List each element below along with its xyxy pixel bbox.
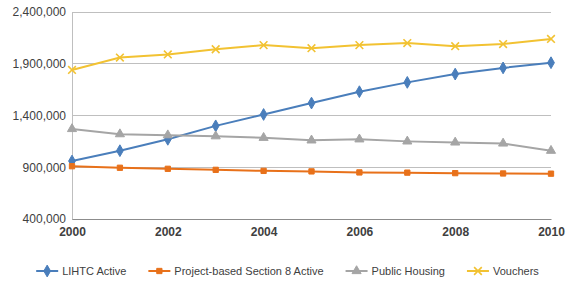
- series-point: [115, 129, 124, 137]
- grid-line: [72, 63, 551, 64]
- y-axis: 400,000900,0001,400,0001,900,0002,400,00…: [13, 5, 73, 226]
- x-tick: 2002: [155, 219, 182, 239]
- series-point: [260, 109, 267, 121]
- x-tick-label: 2006: [347, 225, 374, 239]
- grid-line: [72, 115, 551, 116]
- legend-label: Public Housing: [372, 265, 445, 277]
- series-point: [260, 41, 268, 49]
- legend: LIHTC Active Project-based Section 8 Acti…: [36, 265, 539, 277]
- series-point: [499, 40, 507, 48]
- grid-line: [72, 12, 551, 13]
- grid-line: [72, 219, 551, 220]
- marks: [67, 35, 555, 176]
- series-point: [451, 42, 459, 50]
- series-point: [355, 134, 364, 142]
- series-point: [307, 135, 316, 143]
- series-line: [72, 63, 551, 161]
- series-point: [212, 45, 220, 53]
- legend-marker: [352, 266, 361, 274]
- series-point: [548, 57, 555, 69]
- series-point: [116, 54, 124, 62]
- series-point: [500, 62, 507, 74]
- chart: 400,000900,0001,400,0001,900,0002,400,00…: [0, 0, 575, 287]
- series-point: [356, 41, 364, 49]
- legend-item: Project-based Section 8 Active: [148, 265, 323, 277]
- legend-item: Vouchers: [467, 265, 539, 277]
- x-tick: 2000: [59, 219, 86, 239]
- y-tick-label: 2,400,000: [13, 5, 67, 19]
- x-tick: 2008: [442, 219, 469, 239]
- x-axis-line: [73, 219, 552, 220]
- legend-label: Project-based Section 8 Active: [174, 265, 323, 277]
- plot-area: 400,000900,0001,400,0001,900,0002,400,00…: [13, 5, 566, 238]
- series-point: [403, 136, 412, 144]
- x-tick-label: 2002: [155, 225, 182, 239]
- series-point: [68, 66, 76, 74]
- series-line: [72, 39, 551, 70]
- y-tick: 1,900,000: [13, 57, 72, 71]
- series-point: [164, 51, 172, 59]
- series-point: [500, 171, 505, 176]
- legend-item: Public Housing: [346, 265, 445, 277]
- legend-label: LIHTC Active: [62, 265, 126, 277]
- series-point: [547, 35, 555, 43]
- series-line: [72, 129, 551, 151]
- grid: [72, 12, 551, 219]
- series-point: [403, 39, 411, 47]
- x-tick-label: 2004: [251, 225, 278, 239]
- series-point: [211, 131, 220, 139]
- y-tick: 900,000: [23, 161, 72, 175]
- y-tick-label: 1,900,000: [13, 57, 67, 71]
- series-point: [117, 145, 124, 157]
- x-tick: 2004: [251, 219, 278, 239]
- x-tick: 2006: [347, 219, 374, 239]
- y-tick-label: 1,400,000: [13, 109, 67, 123]
- series-point: [117, 165, 122, 170]
- legend-marker: [44, 265, 51, 277]
- series-point: [213, 167, 218, 172]
- x-axis: 2000 2002 2004 2006 2008 2010: [59, 219, 565, 239]
- series-point: [451, 137, 460, 145]
- x-tick-label: 2008: [442, 225, 469, 239]
- legend-marker: [157, 268, 162, 273]
- y-tick: 2,400,000: [13, 5, 72, 19]
- series-point: [453, 171, 458, 176]
- legend-label: Vouchers: [493, 265, 539, 277]
- series-point: [261, 168, 266, 173]
- y-tick: 1,400,000: [13, 109, 72, 123]
- legend-item: LIHTC Active: [36, 265, 126, 277]
- series-point: [548, 171, 553, 176]
- series-point: [69, 164, 74, 169]
- series-point: [165, 166, 170, 171]
- series-line: [72, 166, 551, 173]
- x-tick-label: 2010: [538, 225, 565, 239]
- y-tick-label: 900,000: [23, 161, 67, 175]
- series-point: [546, 145, 555, 153]
- series-point: [404, 76, 411, 88]
- series-point: [308, 97, 315, 109]
- series-point: [259, 132, 268, 140]
- x-tick: 2010: [538, 219, 565, 239]
- legend-marker: [474, 267, 482, 275]
- series-point: [405, 170, 410, 175]
- x-tick-label: 2000: [59, 225, 86, 239]
- series-point: [356, 86, 363, 98]
- series-point: [163, 130, 172, 138]
- series-point: [357, 170, 362, 175]
- series-point: [67, 124, 76, 132]
- y-axis-line: [72, 13, 73, 220]
- series-point: [308, 44, 316, 52]
- series-point: [452, 68, 459, 80]
- series-point: [309, 169, 314, 174]
- series-point: [499, 138, 508, 146]
